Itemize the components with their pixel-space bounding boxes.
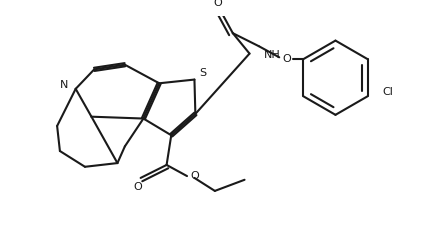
- Text: O: O: [213, 0, 222, 9]
- Text: N: N: [60, 80, 69, 90]
- Text: O: O: [190, 171, 199, 181]
- Text: S: S: [199, 68, 206, 78]
- Text: O: O: [133, 182, 142, 192]
- Text: O: O: [282, 54, 291, 64]
- Text: Cl: Cl: [383, 87, 393, 97]
- Text: NH: NH: [263, 50, 280, 60]
